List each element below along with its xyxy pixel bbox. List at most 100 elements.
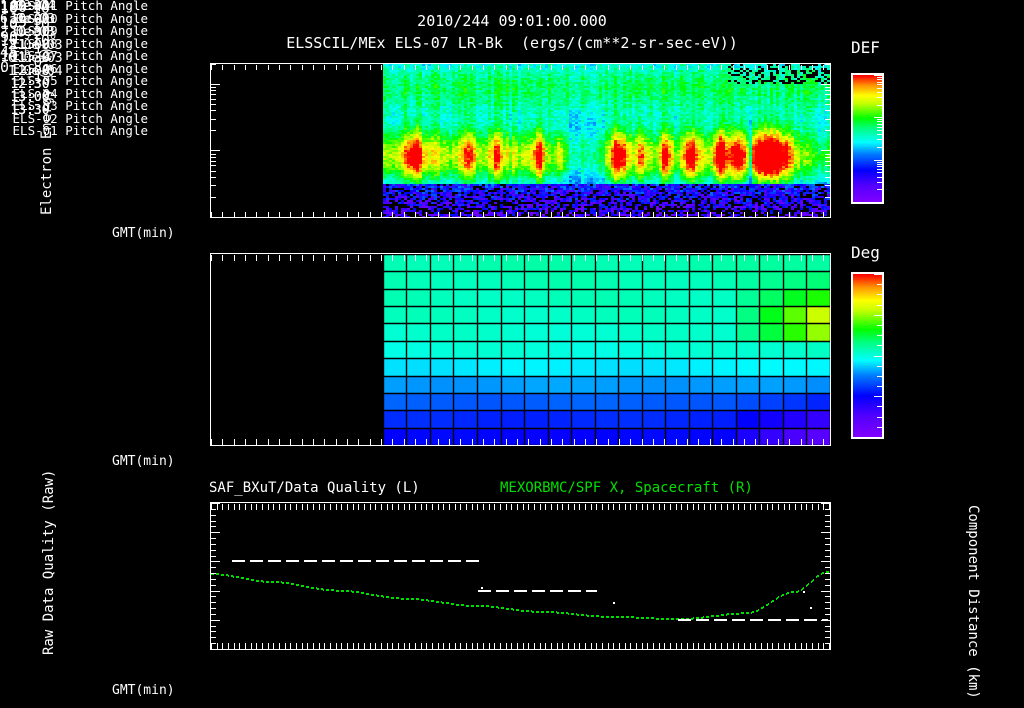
colorbar-tick [877, 189, 882, 190]
colorbar-tick [877, 345, 882, 346]
colorbar-deg-tick-label: 0 [0, 58, 10, 76]
panel1-y-tick-label: 101 [31, 15, 56, 33]
pitch-angle-row-label: ELS-08 Pitch Angle [12, 35, 148, 51]
pitch-angle-row-label: ELS-03 Pitch Angle [12, 98, 148, 113]
pitch-angle-row-label: ELS-11 Pitch Angle [12, 0, 148, 13]
panel1-y-tick-label: 100 [31, 31, 56, 49]
colorbar-tick [877, 164, 882, 165]
colorbar-tick [874, 117, 882, 118]
colorbar-tick [877, 105, 882, 106]
panel3-x-tick-label: 12:00 [10, 64, 50, 79]
colorbar-tick [877, 124, 882, 125]
panel2-x-tick-label: 10:30 [10, 25, 50, 40]
pitch-angle-row-label: ELS-09 Pitch Angle [12, 23, 148, 38]
colorbar-def-tick-label: 10-3 [0, 0, 31, 17]
colorbar-tick [874, 160, 882, 161]
pitch-angle-row-label: ELS-07 Pitch Angle [12, 48, 148, 63]
panel1-x-tick-label: 09:30 [10, 0, 50, 14]
panel3-y-tick-label-right: 6.0e+03 [0, 12, 55, 27]
colorbar-tick [877, 366, 882, 367]
panel2-x-tick-label: 09:30 [10, 0, 50, 14]
panel3-x-tick-label: 11:30 [10, 51, 50, 66]
colorbar-tick [877, 172, 882, 173]
panel2-x-tick-label: 10:00 [10, 12, 50, 27]
colorbar-tick [877, 121, 882, 122]
colorbar-tick [877, 139, 882, 140]
colorbar-def-gradient [853, 75, 882, 202]
panel3-y-tick-label-left: -1 [25, 69, 42, 85]
panel2-x-tick-label: 12:00 [10, 64, 50, 79]
colorbar-deg-gradient [853, 274, 882, 437]
pitch-angle-row-label: ELS-06 Pitch Angle [12, 60, 148, 76]
colorbar-tick [877, 284, 882, 285]
line-plot-canvas [211, 503, 830, 649]
panel3-title-left: SAF_BXuT/Data Quality (L) [209, 480, 420, 496]
panel3-x-tick-label: 13:30 [10, 103, 50, 118]
panel3-y-tick-label-right: -2.0e+03 [0, 38, 63, 53]
page-subtitle: ELSSCIL/MEx ELS-07 LR-Bk (ergs/(cm**2-sr… [286, 34, 738, 52]
pitch-angle-row-label: ELS-02 Pitch Angle [12, 110, 148, 126]
colorbar-tick [874, 437, 882, 438]
panel3-y-tick-label-right: -1.0e+04 [0, 64, 63, 79]
colorbar-tick [877, 88, 882, 89]
colorbar-deg-tick-label: 45 [0, 43, 19, 61]
panel1-x-tick-label: 12:30 [10, 77, 50, 92]
colorbar-tick [877, 406, 882, 407]
colorbar-tick [877, 84, 882, 85]
colorbar-tick [877, 427, 882, 428]
spectrogram-canvas [211, 64, 830, 217]
colorbar-deg-title: Deg [851, 243, 880, 262]
pitch-angle-canvas [211, 254, 830, 445]
colorbar-tick [877, 162, 882, 163]
colorbar-deg-tick-label: 90 [0, 28, 19, 46]
colorbar-tick [877, 169, 882, 170]
panel2-x-tick-label: 11:30 [10, 51, 50, 66]
panel3-x-axis-label: GMT(min) [112, 683, 175, 698]
colorbar-tick [877, 294, 882, 295]
colorbar-tick [877, 92, 882, 93]
colorbar-tick [874, 396, 882, 397]
panel1-x-tick-label: 10:30 [10, 25, 50, 40]
panel2-x-tick-label: 13:30 [10, 103, 50, 118]
pitch-angle-row-label: ELS-10 Pitch Angle [12, 10, 148, 26]
panel1-x-tick-label: 12:00 [10, 64, 50, 79]
panel1-x-axis-label: GMT(min) [112, 226, 175, 241]
panel3-x-tick-label: 11:00 [10, 38, 50, 53]
panel3-x-tick-label: 12:30 [10, 77, 50, 92]
colorbar-tick [877, 335, 882, 336]
panel3-x-tick-label: 10:00 [10, 12, 50, 27]
panel3-y-tick-label-left: 2 [33, 27, 42, 43]
colorbar-tick [877, 119, 882, 120]
colorbar-tick [877, 77, 882, 78]
panel1-x-tick-label: 11:00 [10, 38, 50, 53]
colorbar-tick [877, 147, 882, 148]
panel1-x-tick-label: 13:00 [10, 90, 50, 105]
panel2-x-tick-label: 12:30 [10, 77, 50, 92]
colorbar-def-tick-label: 10-5 [0, 31, 31, 49]
colorbar-tick [874, 356, 882, 357]
colorbar-tick [877, 325, 882, 326]
panel3-y-tick-label-right: 1.0e+04 [0, 0, 55, 14]
panel2-x-tick-label: 11:00 [10, 38, 50, 53]
colorbar-tick [877, 127, 882, 128]
panel3-y-tick-label-left: 4 [33, 0, 42, 15]
colorbar-tick [877, 97, 882, 98]
colorbar-tick [874, 75, 882, 76]
page-title: 2010/244 09:01:00.000 [417, 12, 607, 30]
colorbar-tick [877, 305, 882, 306]
colorbar-def-title: DEF [851, 38, 880, 57]
colorbar-tick [877, 376, 882, 377]
panel2-x-tick-label: 13:00 [10, 90, 50, 105]
panel3-x-tick-label: 10:30 [10, 25, 50, 40]
panel1-y-tick-label: 102 [31, 0, 56, 17]
